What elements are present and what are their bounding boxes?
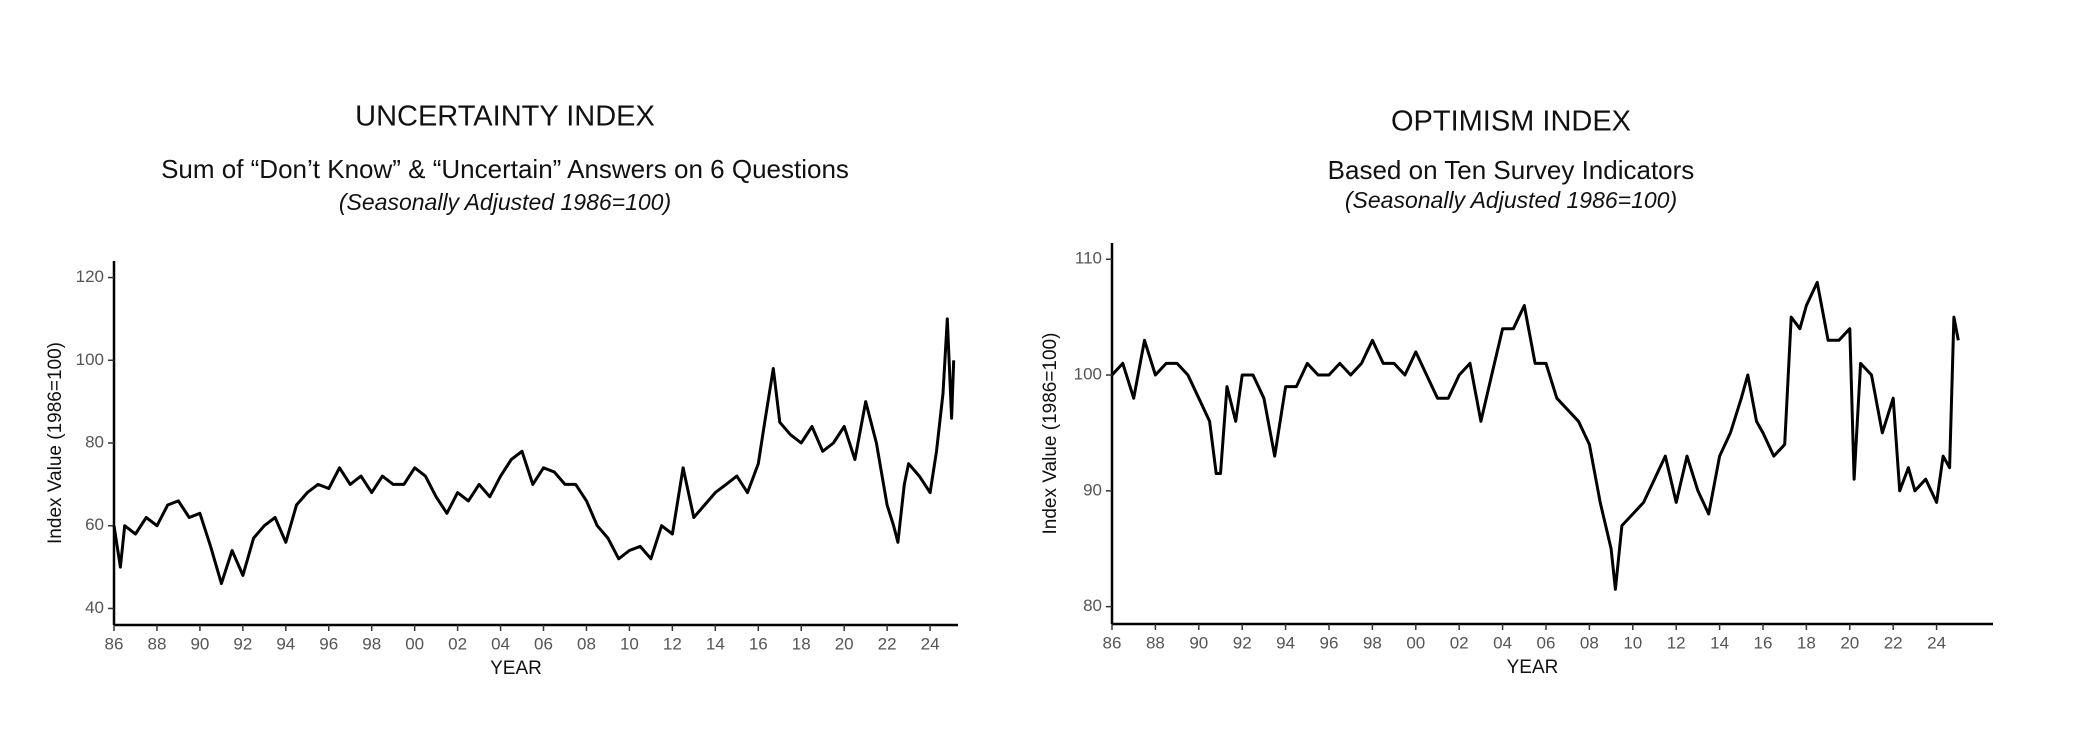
- y-tick-label: 80: [85, 432, 104, 451]
- x-tick-label: 20: [1840, 633, 1859, 652]
- y-tick-label: 100: [76, 350, 104, 369]
- x-tick-label: 98: [1363, 633, 1382, 652]
- x-tick-label: 14: [706, 634, 725, 653]
- x-tick-label: 10: [620, 634, 639, 653]
- x-tick-label: 94: [276, 634, 295, 653]
- y-tick-label: 90: [1083, 480, 1102, 499]
- chart-title: OPTIMISM INDEX: [1391, 106, 1631, 138]
- x-tick-label: 86: [105, 634, 124, 653]
- x-tick-label: 22: [878, 634, 897, 653]
- data-line: [1110, 280, 1960, 591]
- x-tick-label: 88: [147, 634, 166, 653]
- x-tick-label: 88: [1146, 633, 1165, 652]
- x-tick-label: 14: [1710, 633, 1729, 652]
- y-tick-label: 110: [1075, 249, 1102, 268]
- x-tick-label: 24: [921, 634, 940, 653]
- x-tick-label: 96: [1320, 633, 1339, 652]
- x-tick-label: 94: [1276, 633, 1295, 652]
- y-tick-label: 100: [1074, 365, 1102, 384]
- x-tick-label: 02: [1450, 633, 1469, 652]
- x-tick-label: 08: [577, 634, 596, 653]
- x-tick-label: 04: [491, 634, 510, 653]
- x-tick-label: 02: [448, 634, 467, 653]
- y-tick-label: 60: [85, 515, 104, 534]
- x-tick-label: 06: [1537, 633, 1556, 652]
- x-tick-label: 86: [1103, 633, 1122, 652]
- y-tick-label: 80: [1083, 596, 1102, 615]
- x-tick-label: 10: [1623, 633, 1642, 652]
- x-tick-label: 24: [1927, 633, 1946, 652]
- x-tick-label: 18: [1797, 633, 1816, 652]
- x-tick-label: 06: [534, 634, 553, 653]
- x-tick-label: 00: [1406, 633, 1425, 652]
- x-tick-label: 04: [1493, 633, 1512, 652]
- x-axis-label: YEAR: [490, 658, 542, 679]
- x-tick-label: 96: [319, 634, 338, 653]
- x-tick-label: 98: [362, 634, 381, 653]
- data-line: [112, 317, 956, 586]
- x-tick-label: 20: [835, 634, 854, 653]
- x-tick-label: 12: [663, 634, 682, 653]
- x-tick-label: 92: [1233, 633, 1252, 652]
- x-tick-label: 16: [749, 634, 768, 653]
- y-axis-label: Index Value (1986=100): [45, 342, 66, 544]
- x-tick-label: 90: [190, 634, 209, 653]
- y-tick-label: 40: [85, 598, 104, 617]
- x-tick-label: 90: [1189, 633, 1208, 652]
- x-tick-label: 22: [1884, 633, 1903, 652]
- y-tick-label: 120: [76, 267, 104, 286]
- x-tick-label: 16: [1754, 633, 1773, 652]
- x-tick-label: 12: [1667, 633, 1686, 652]
- chart-subtitle: Based on Ten Survey Indicators: [1328, 155, 1695, 185]
- chart-note: (Seasonally Adjusted 1986=100): [339, 189, 671, 215]
- x-tick-label: 08: [1580, 633, 1599, 652]
- x-tick-label: 00: [405, 634, 424, 653]
- chart-subtitle: Sum of “Don’t Know” & “Uncertain” Answer…: [161, 154, 849, 184]
- x-tick-label: 92: [233, 634, 252, 653]
- x-tick-label: 18: [792, 634, 811, 653]
- chart-note: (Seasonally Adjusted 1986=100): [1345, 187, 1677, 213]
- y-axis-label: Index Value (1986=100): [1040, 333, 1061, 535]
- chart-title: UNCERTAINTY INDEX: [355, 101, 655, 133]
- x-axis-label: YEAR: [1507, 657, 1559, 678]
